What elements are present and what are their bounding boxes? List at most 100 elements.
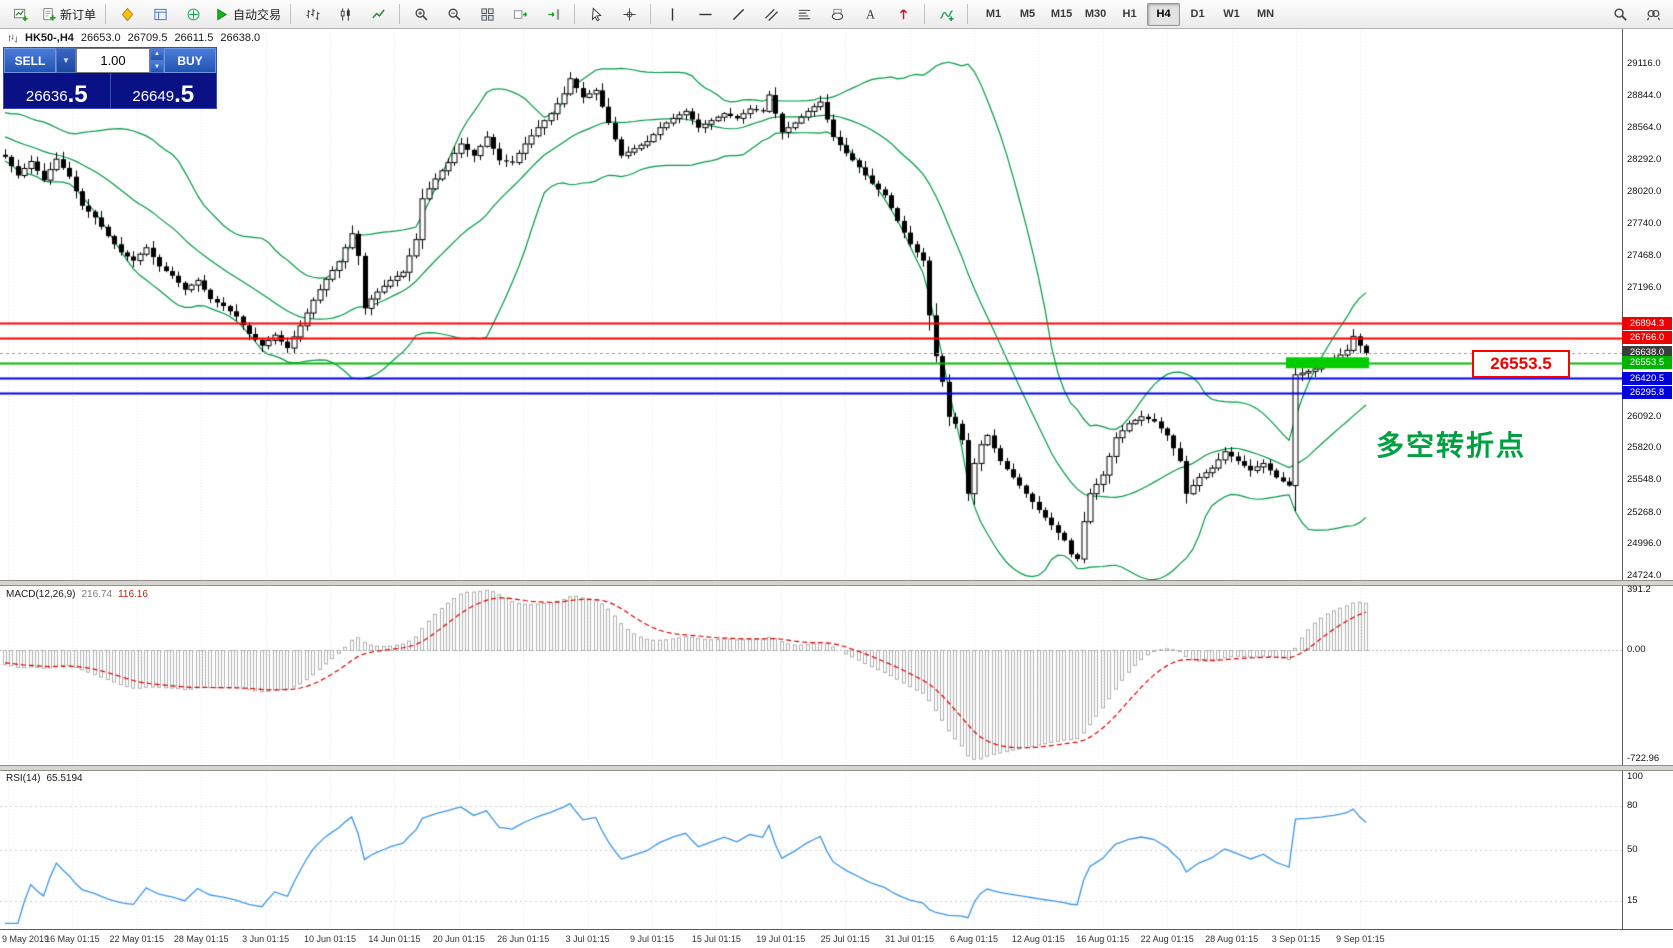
timeframe-w1-button[interactable]: W1 bbox=[1223, 8, 1240, 20]
time-axis-label: 3 Jun 01:15 bbox=[242, 934, 290, 944]
navigator-icon bbox=[187, 8, 199, 20]
ask-fraction-digits: .5 bbox=[174, 81, 195, 108]
rsi-value: 65.5194 bbox=[46, 773, 83, 784]
candlestick-chart-button[interactable] bbox=[329, 1, 361, 27]
auto-trading-button[interactable]: 自动交易 bbox=[210, 1, 285, 27]
bid-main-digits: 26636 bbox=[25, 88, 68, 105]
symbol-period-label: HK50-,H4 bbox=[25, 32, 74, 44]
chart-shift-button[interactable] bbox=[537, 1, 569, 27]
fibonacci-icon bbox=[798, 9, 810, 19]
time-axis[interactable]: 9 May 2019 16 May 01:15 22 May 01:15 28 May… bbox=[0, 929, 1673, 948]
time-axis-label: 12 Aug 01:15 bbox=[1011, 934, 1065, 944]
timeframe-h4-button[interactable]: H4 bbox=[1147, 2, 1181, 26]
time-axis-label: 3 Jul 01:15 bbox=[565, 934, 610, 944]
time-axis-label: 28 Aug 01:15 bbox=[1205, 934, 1259, 944]
bid-price[interactable]: 26636 .5 bbox=[4, 73, 111, 108]
one-click-trading-panel: SELL ▼ 1.00 ▲ ▼ BUY 26636 .5 26649 .5 bbox=[3, 47, 217, 109]
new-order-icon bbox=[43, 7, 56, 21]
shapes-button[interactable] bbox=[821, 1, 853, 27]
vertical-line-button[interactable] bbox=[656, 1, 688, 27]
svg-text:A: A bbox=[866, 7, 875, 21]
time-axis-label: 9 Jul 01:15 bbox=[629, 934, 675, 944]
time-axis-label: 9 Sep 01:15 bbox=[1336, 934, 1385, 944]
price-callout-label[interactable]: 26553.5 bbox=[1472, 350, 1570, 378]
candlestick-chart-icon bbox=[340, 7, 350, 21]
macd-indicator-label: MACD(12,26,9) 216.74 116.16 bbox=[6, 589, 148, 600]
tile-windows-icon bbox=[480, 7, 494, 21]
auto-scroll-icon bbox=[513, 9, 527, 19]
timeframe-m15-button[interactable]: M15 bbox=[1050, 8, 1073, 20]
timeframe-h1-button[interactable]: H1 bbox=[1122, 8, 1137, 20]
zoom-in-button[interactable] bbox=[405, 1, 437, 27]
text-button[interactable]: A bbox=[854, 1, 886, 27]
horizontal-line-button[interactable] bbox=[689, 1, 721, 27]
trendline-button[interactable] bbox=[722, 1, 754, 27]
time-axis-label: 15 Jul 01:15 bbox=[691, 934, 741, 944]
bar-chart-icon bbox=[305, 8, 320, 20]
cursor-button[interactable] bbox=[580, 1, 612, 27]
equidistant-channel-icon bbox=[764, 8, 778, 21]
turning-point-annotation[interactable]: 多空转折点 bbox=[1376, 430, 1527, 461]
ask-price[interactable]: 26649 .5 bbox=[111, 73, 217, 108]
crosshair-button[interactable] bbox=[613, 1, 645, 27]
arrows-button[interactable] bbox=[887, 1, 919, 27]
new-chart-button[interactable] bbox=[4, 1, 36, 27]
macd-signal-value: 116.16 bbox=[118, 589, 148, 600]
time-axis-label: 9 May 2019 bbox=[2, 934, 50, 944]
tile-windows-button[interactable] bbox=[471, 1, 503, 27]
auto-trading-label: 自动交易 bbox=[233, 7, 282, 22]
time-axis-label: 31 Jul 01:15 bbox=[885, 934, 935, 944]
volume-input[interactable]: 1.00 bbox=[76, 48, 150, 73]
time-axis-label: 19 Jul 01:15 bbox=[756, 934, 806, 944]
indicators-button[interactable] bbox=[930, 1, 962, 27]
line-chart-icon bbox=[371, 8, 385, 18]
auto-scroll-button[interactable] bbox=[504, 1, 536, 27]
zoom-in-icon bbox=[415, 8, 428, 21]
timeframe-d1-button[interactable]: D1 bbox=[1190, 8, 1205, 20]
close-value: 26638.0 bbox=[220, 32, 261, 44]
toolbar-separator bbox=[290, 4, 292, 24]
volume-down-button[interactable]: ▼ bbox=[150, 60, 164, 73]
new-chart-icon bbox=[13, 8, 28, 21]
new-order-button[interactable]: 新订单 bbox=[37, 1, 100, 27]
timeframe-m30-button[interactable]: M30 bbox=[1084, 8, 1107, 20]
market-watch-button[interactable] bbox=[111, 1, 143, 27]
order-options-dropdown[interactable]: ▼ bbox=[56, 48, 76, 73]
panel-separator-macd[interactable] bbox=[0, 580, 1673, 586]
search-button[interactable] bbox=[1604, 1, 1636, 27]
timeframe-mn-button[interactable]: MN bbox=[1256, 8, 1275, 20]
line-chart-button[interactable] bbox=[362, 1, 394, 27]
find-button[interactable] bbox=[1637, 1, 1669, 27]
bid-fraction-digits: .5 bbox=[67, 81, 88, 108]
time-axis-label: 22 Aug 01:15 bbox=[1140, 934, 1194, 944]
navigator-button[interactable] bbox=[177, 1, 209, 27]
find-icon bbox=[1646, 9, 1660, 20]
toolbar-separator bbox=[924, 4, 926, 24]
main-toolbar: 新订单 自动交易 bbox=[0, 0, 1673, 29]
toolbar-separator bbox=[967, 4, 969, 24]
timeframe-m5-button[interactable]: M5 bbox=[1019, 8, 1036, 20]
toolbar-separator bbox=[574, 4, 576, 24]
time-axis-label: 25 Jul 01:15 bbox=[820, 934, 870, 944]
high-value: 26709.5 bbox=[127, 32, 168, 44]
time-axis-label: 14 Jun 01:15 bbox=[368, 934, 421, 944]
data-window-button[interactable] bbox=[144, 1, 176, 27]
fibonacci-button[interactable] bbox=[788, 1, 820, 27]
time-axis-label: 10 Jun 01:15 bbox=[303, 934, 357, 944]
bar-chart-button[interactable] bbox=[296, 1, 328, 27]
volume-up-button[interactable]: ▲ bbox=[150, 48, 164, 61]
sell-button[interactable]: SELL bbox=[4, 48, 56, 73]
timeframe-m1-button[interactable]: M1 bbox=[985, 8, 1002, 20]
zoom-out-button[interactable] bbox=[438, 1, 470, 27]
ask-main-digits: 26649 bbox=[132, 88, 175, 105]
equidistant-channel-button[interactable] bbox=[755, 1, 787, 27]
panel-separator-rsi[interactable] bbox=[0, 765, 1673, 771]
zoom-out-icon bbox=[448, 8, 461, 21]
buy-button[interactable]: BUY bbox=[164, 48, 216, 73]
text-icon: A bbox=[866, 7, 875, 21]
toolbar-separator bbox=[105, 4, 107, 24]
horizontal-line-icon bbox=[698, 13, 712, 15]
price-axis[interactable] bbox=[1622, 29, 1673, 929]
